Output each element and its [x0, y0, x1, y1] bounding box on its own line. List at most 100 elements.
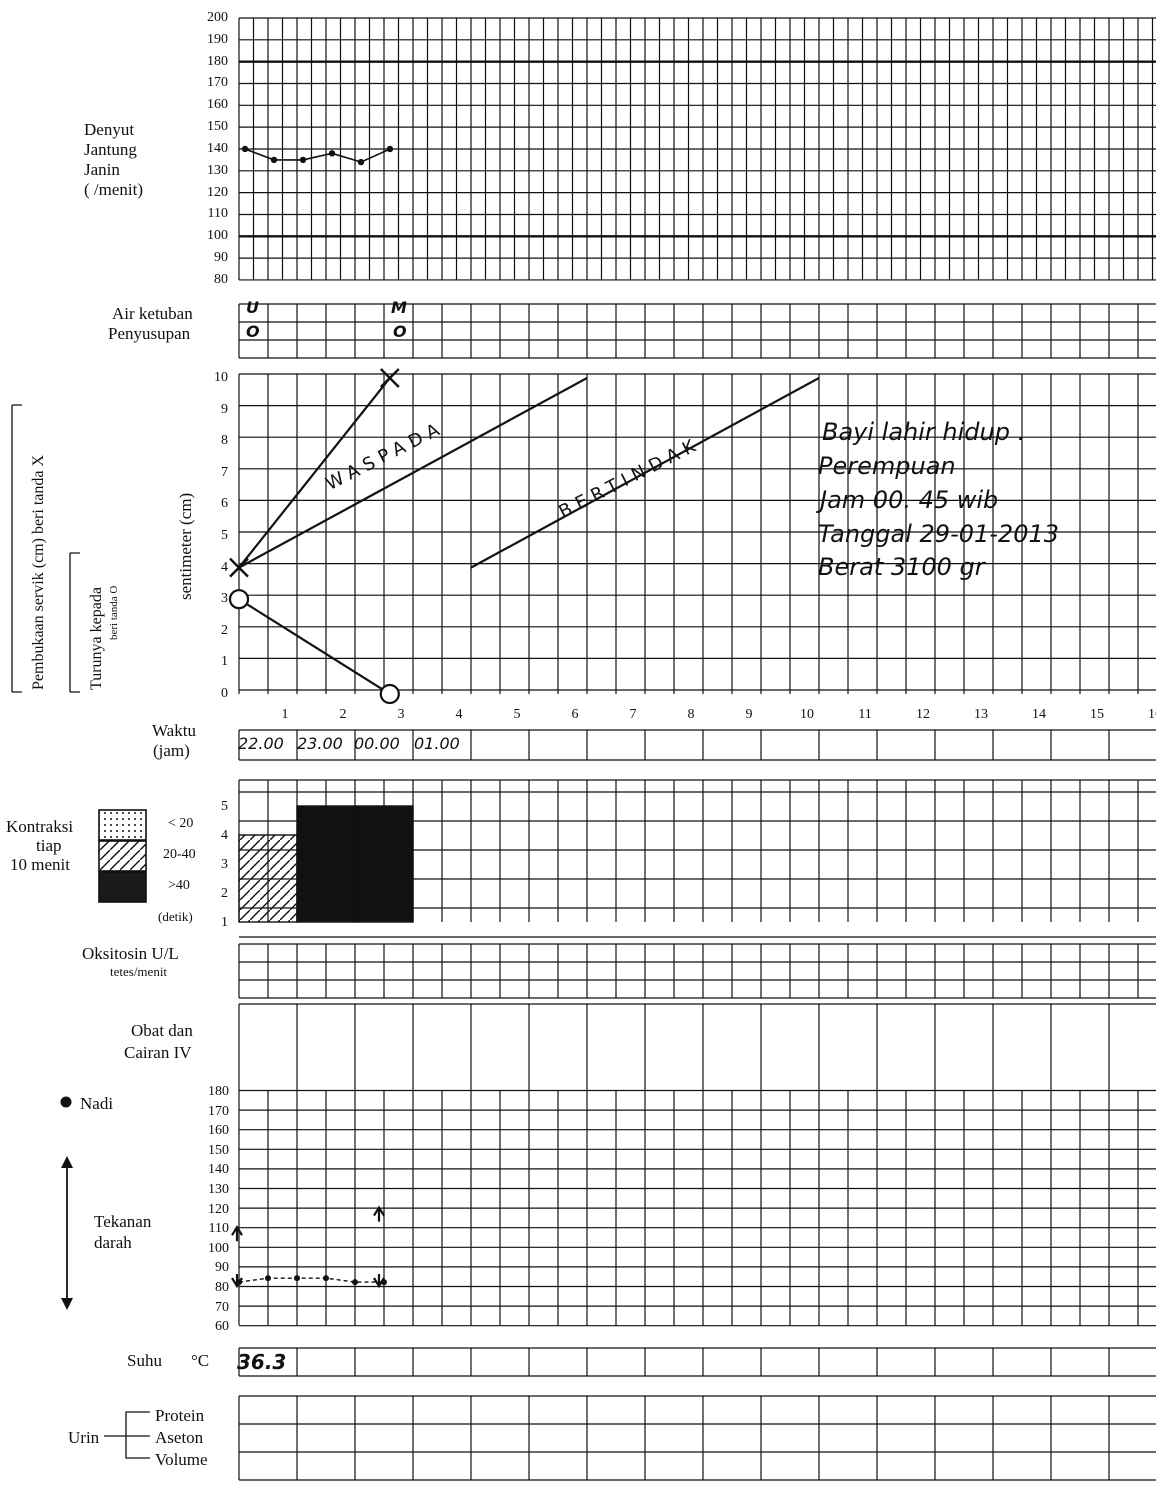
head-descent-vertical-label: Turunya kepada [88, 587, 105, 690]
axis-tick-label: 120 [208, 1201, 229, 1217]
axis-tick-label: 70 [215, 1299, 229, 1315]
contraction-bar [238, 834, 298, 923]
contractions-label: tiap [36, 836, 62, 855]
axis-tick-label: 9 [221, 401, 228, 417]
hour-tick-label: 11 [858, 707, 872, 722]
time-label-unit: (jam) [153, 741, 190, 760]
urine-row-label: Volume [155, 1450, 208, 1469]
axis-tick-label: 80 [215, 1280, 229, 1295]
axis-tick-label: 180 [208, 1084, 229, 1099]
hour-tick-label: 10 [800, 707, 814, 722]
urine-label: Urin [68, 1428, 100, 1447]
dilatation-x-mark [229, 557, 249, 578]
axis-tick-label: 1 [221, 915, 228, 930]
contraction-legend-dotted [98, 809, 147, 841]
temperature-entry: 36.3 [237, 1350, 287, 1374]
contraction-unit: (detik) [158, 909, 193, 924]
axis-tick-label: 100 [208, 1240, 229, 1256]
pulse-legend-dot [60, 1096, 72, 1108]
fhr-label-line: Janin [84, 160, 120, 179]
axis-tick-label: 1 [221, 654, 228, 670]
axis-tick-label: 120 [207, 184, 228, 200]
bp-systolic-arrow [373, 1205, 385, 1222]
hour-tick-label: 15 [1090, 707, 1104, 722]
axis-tick-label: 10 [214, 370, 228, 385]
axis-tick-label: 150 [207, 119, 228, 135]
axis-tick-label: 2 [221, 622, 228, 638]
urine-row-label: Aseton [155, 1428, 204, 1447]
axis-tick-label: 7 [221, 464, 228, 480]
dilatation-line [238, 377, 391, 569]
descent-o-mark [228, 589, 250, 610]
axis-tick-label: 6 [221, 496, 228, 512]
bp-legend-arrowhead [61, 1298, 73, 1310]
axis-tick-label: 170 [208, 1103, 229, 1119]
axis-tick-label: 130 [207, 162, 228, 178]
hour-tick-label: 9 [745, 707, 753, 722]
hour-tick-label: 14 [1032, 707, 1046, 722]
bp-label: darah [94, 1233, 132, 1252]
fhr-point [299, 156, 307, 164]
birth-note-line: Perempuan [818, 452, 956, 480]
drugs-label: Obat dan [131, 1021, 193, 1040]
fhr-point [328, 150, 336, 157]
amnion-label: Air ketuban [112, 304, 193, 323]
hour-tick-label: 1 [281, 707, 289, 722]
axis-tick-label: 140 [208, 1162, 229, 1178]
contraction-legend-label: 20-40 [163, 847, 196, 862]
fhr-label-line: ( /menit) [84, 180, 144, 199]
urine-row-label: Protein [155, 1406, 205, 1425]
axis-tick-label: 140 [207, 140, 228, 156]
alert-line [238, 377, 588, 569]
axis-tick-label: 4 [221, 828, 228, 843]
time-entry: 00.00 [354, 734, 400, 753]
axis-tick-label: 5 [221, 528, 228, 543]
axis-tick-label: 5 [221, 799, 228, 814]
axis-tick-label: 200 [207, 10, 228, 25]
hour-tick-label: 5 [513, 707, 521, 722]
amnion-entry: U [246, 298, 259, 317]
moulding-label: Penyusupan [108, 324, 191, 343]
descent-o-mark [379, 683, 400, 705]
axis-tick-label: 110 [207, 206, 228, 222]
axis-tick-label: 130 [208, 1182, 229, 1197]
pulse-label: Nadi [80, 1094, 114, 1113]
moulding-entry: O [393, 322, 407, 341]
axis-tick-label: 190 [207, 31, 228, 47]
axis-tick-label: 150 [208, 1142, 229, 1158]
axis-tick-label: 8 [221, 433, 228, 449]
hour-tick-label: 16 [1148, 707, 1156, 722]
fhr-label-line: Jantung [84, 140, 137, 159]
urine-bracket [104, 1411, 150, 1459]
axis-tick-label: 60 [215, 1319, 229, 1335]
contractions-label: 10 menit [10, 855, 70, 874]
time-entry: 22.00 [238, 734, 284, 753]
pulse-point [352, 1279, 358, 1286]
contraction-legend-hatched [98, 840, 147, 872]
time-entry: 01.00 [414, 734, 460, 753]
oxytocin-unit: tetes/menit [110, 964, 168, 979]
hour-tick-label: 12 [916, 707, 930, 722]
pulse-line [238, 1277, 384, 1283]
axis-tick-label: 4 [221, 559, 228, 575]
axis-tick-label: 110 [208, 1221, 229, 1237]
pulse-point [265, 1275, 271, 1282]
fhr-point [357, 158, 365, 166]
time-entry: 23.00 [297, 734, 343, 753]
fhr-point [386, 145, 394, 153]
bp-diastolic-arrow [373, 1274, 385, 1289]
moulding-entry: O [246, 322, 260, 341]
birth-note-line: Tanggal 29-01-2013 [818, 520, 1060, 548]
bp-legend-arrowhead [61, 1156, 73, 1168]
fhr-point [270, 156, 278, 164]
bp-diastolic-arrow [231, 1274, 243, 1289]
oxytocin-label: Oksitosin U/L [82, 944, 179, 963]
contraction-legend-label: < 20 [168, 816, 194, 831]
axis-tick-label: 170 [207, 75, 228, 91]
cervix-dilatation-vertical-label: Pembukaan servik (cm) beri tanda X [30, 454, 47, 690]
hour-tick-label: 7 [629, 707, 637, 722]
pulse-point [323, 1275, 329, 1282]
pulse-point [294, 1275, 300, 1282]
hour-tick-label: 13 [974, 707, 988, 722]
